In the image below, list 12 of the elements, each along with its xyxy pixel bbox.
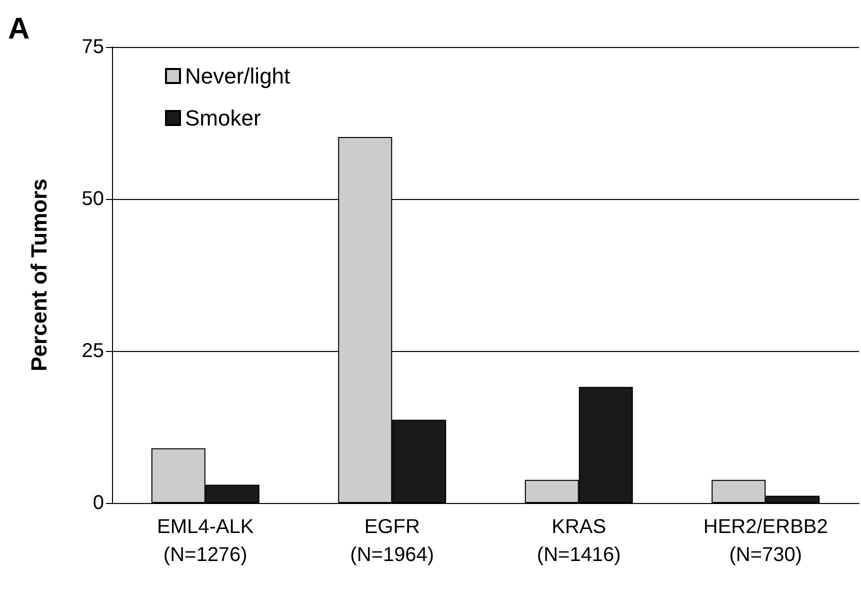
x-tick-label: EML4-ALK (N=1276) <box>157 516 254 566</box>
legend-label: Never/light <box>185 64 290 88</box>
y-tick-label: 0 <box>92 492 104 514</box>
text: A <box>8 12 30 46</box>
y-axis-title: Percent of Tumors <box>26 178 52 372</box>
legend-label: Smoker <box>185 106 261 130</box>
y-tick-label: 50 <box>82 188 104 210</box>
y-tick-label: 25 <box>82 340 104 362</box>
y-tick-label: 75 <box>82 36 104 58</box>
x-tick-label: EGFR (N=1964) <box>350 516 434 566</box>
x-tick-label: KRAS (N=1416) <box>536 516 621 566</box>
x-tick-label: HER2/ERBB2 (N=730) <box>703 516 828 566</box>
